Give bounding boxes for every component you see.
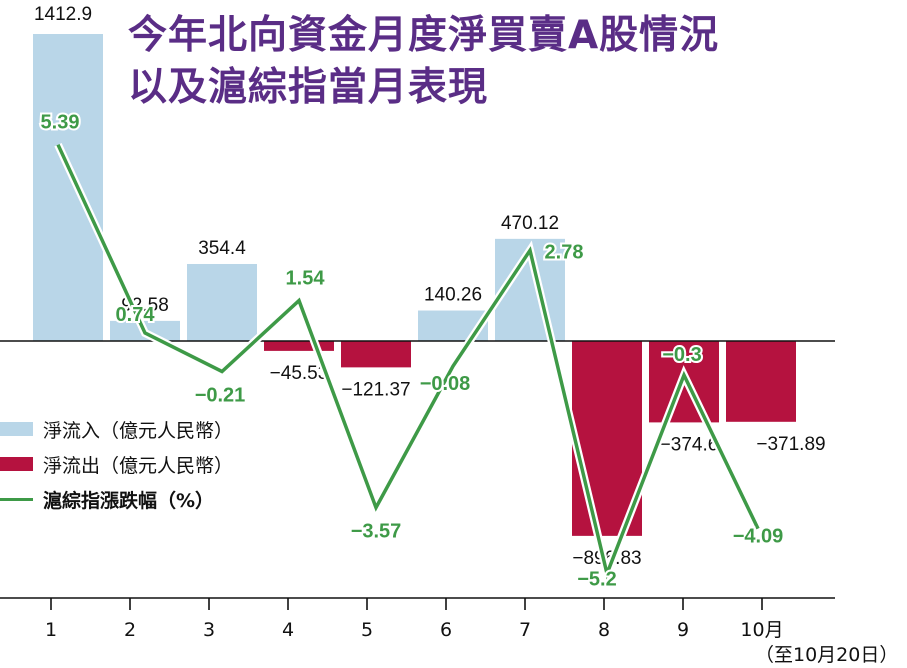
bar-month-1 <box>33 34 103 341</box>
index-change-label-month-1: 5.39 <box>41 112 80 134</box>
legend-item-inflow: 淨流入（億元人民幣） <box>0 414 233 444</box>
legend-line-index <box>0 497 33 501</box>
bar-value-label-month-1: 1412.9 <box>34 4 92 25</box>
bar-value-label-month-5: −121.37 <box>341 379 410 400</box>
x-tick-label-2: 2 <box>124 619 136 641</box>
index-change-label-month-10: −4.09 <box>733 526 784 548</box>
chart-title-line-1: 今年北向資金月度淨買賣A股情況 <box>128 13 720 58</box>
x-tick-label-1: 1 <box>45 619 57 641</box>
bar-value-label-month-10: −371.89 <box>756 434 825 455</box>
index-change-label-month-6: −0.08 <box>420 373 471 395</box>
legend-item-outflow: 淨流出（億元人民幣） <box>0 449 233 479</box>
chart-title-line-2: 以及滬綜指當月表現 <box>128 65 489 110</box>
x-axis-note: （至10月20日） <box>755 644 899 666</box>
bar-month-5 <box>341 341 411 368</box>
bar-value-label-month-6: 140.26 <box>424 285 482 306</box>
index-change-label-month-7: 2.78 <box>545 241 584 263</box>
legend-swatch-outflow <box>0 457 33 471</box>
legend-swatch-inflow <box>0 422 33 436</box>
bar-month-4 <box>264 341 334 351</box>
x-tick-label-7: 7 <box>519 619 531 641</box>
legend-label-outflow: 淨流出（億元人民幣） <box>43 454 234 477</box>
bar-value-label-month-7: 470.12 <box>501 213 559 234</box>
index-change-labels: 5.39 0.74 −0.21 1.54 −3.57 −0.08 2.78 −5.2 −0.3 −… <box>39 110 786 593</box>
index-change-label-month-4: 1.54 <box>286 268 326 290</box>
legend-label-inflow: 淨流入（億元人民幣） <box>43 419 234 442</box>
x-tick-label-4: 4 <box>282 619 294 641</box>
bar-month-10 <box>726 341 796 422</box>
index-change-label-month-9: −0.3 <box>662 344 701 366</box>
x-tick-label-6: 6 <box>440 619 452 641</box>
index-change-label-month-3: −0.21 <box>195 385 246 407</box>
bar-value-label-month-4: −45.53 <box>270 363 329 384</box>
legend-item-index: 滬綜指漲跌幅（%） <box>0 484 214 514</box>
x-tick-label-10: 10月 <box>740 619 783 641</box>
x-tick-label-9: 9 <box>677 619 689 641</box>
index-change-line <box>54 143 762 588</box>
index-change-label-month-5: −3.57 <box>351 521 402 543</box>
index-change-label-month-2: 0.74 <box>116 304 156 326</box>
bar-value-label-month-9: −374.6 <box>660 434 719 455</box>
x-tick-label-8: 8 <box>598 619 610 641</box>
index-line-path <box>56 143 760 580</box>
index-change-label-month-8: −5.2 <box>577 569 616 591</box>
bar-month-3 <box>187 263 257 341</box>
legend-label-index: 滬綜指漲跌幅（%） <box>43 489 215 512</box>
x-tick-label-3: 3 <box>203 619 215 641</box>
x-axis: 1 2 3 4 5 6 7 8 9 10月 <box>0 597 835 641</box>
bar-value-label-month-3: 354.4 <box>198 238 246 259</box>
x-tick-label-5: 5 <box>361 619 373 641</box>
